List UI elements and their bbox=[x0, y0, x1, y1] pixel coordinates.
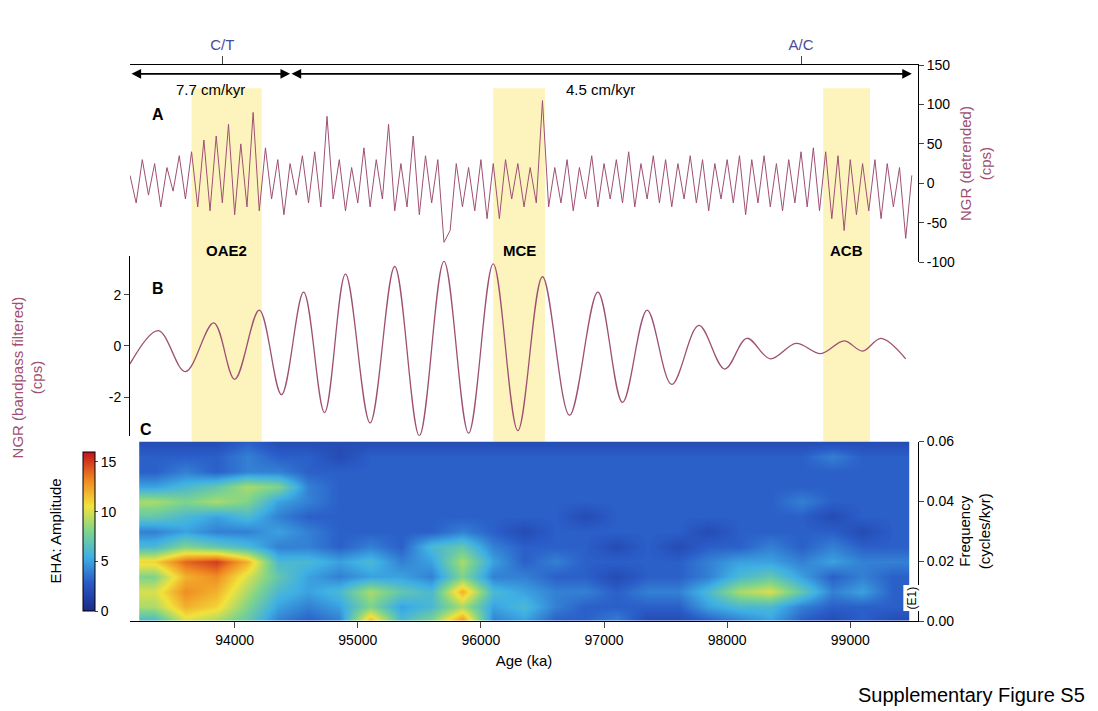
svg-text:50: 50 bbox=[927, 136, 943, 152]
svg-text:NGR (bandpass filtered)(cps): NGR (bandpass filtered)(cps) bbox=[9, 297, 46, 459]
svg-text:A/C: A/C bbox=[789, 36, 814, 53]
svg-text:0.02: 0.02 bbox=[927, 553, 954, 569]
svg-text:7.7 cm/kyr: 7.7 cm/kyr bbox=[176, 81, 245, 98]
svg-text:2: 2 bbox=[113, 287, 121, 303]
svg-text:99000: 99000 bbox=[831, 632, 870, 648]
svg-text:NGR (detrended)(cps): NGR (detrended)(cps) bbox=[957, 106, 994, 221]
svg-text:10: 10 bbox=[101, 504, 117, 520]
svg-text:15: 15 bbox=[101, 454, 117, 470]
svg-text:98000: 98000 bbox=[708, 632, 747, 648]
svg-text:C/T: C/T bbox=[210, 36, 234, 53]
svg-text:ACB: ACB bbox=[830, 242, 863, 259]
svg-text:A: A bbox=[152, 106, 164, 123]
svg-text:Age (ka): Age (ka) bbox=[496, 652, 553, 669]
svg-text:96000: 96000 bbox=[461, 632, 500, 648]
svg-text:EHA: Amplitude: EHA: Amplitude bbox=[47, 478, 64, 583]
svg-text:C: C bbox=[140, 421, 152, 438]
svg-text:-2: -2 bbox=[109, 389, 122, 405]
svg-text:95000: 95000 bbox=[338, 632, 377, 648]
svg-text:0: 0 bbox=[113, 338, 121, 354]
svg-text:4.5 cm/kyr: 4.5 cm/kyr bbox=[566, 81, 635, 98]
svg-text:0.04: 0.04 bbox=[927, 493, 954, 509]
svg-text:100: 100 bbox=[927, 96, 951, 112]
svg-text:0.06: 0.06 bbox=[927, 433, 954, 449]
svg-text:0: 0 bbox=[101, 603, 109, 619]
svg-text:-100: -100 bbox=[927, 254, 955, 270]
svg-text:Supplementary Figure S5: Supplementary Figure S5 bbox=[858, 684, 1085, 706]
svg-text:OAE2: OAE2 bbox=[206, 242, 247, 259]
svg-text:(E1): (E1) bbox=[905, 587, 919, 610]
svg-text:Frequency(cycles/kyr): Frequency(cycles/kyr) bbox=[956, 493, 993, 569]
svg-text:94000: 94000 bbox=[215, 632, 254, 648]
svg-text:0: 0 bbox=[927, 175, 935, 191]
svg-text:150: 150 bbox=[927, 57, 951, 73]
svg-text:B: B bbox=[152, 280, 164, 297]
svg-text:-50: -50 bbox=[927, 215, 947, 231]
svg-text:MCE: MCE bbox=[503, 242, 536, 259]
svg-text:5: 5 bbox=[101, 553, 109, 569]
svg-text:97000: 97000 bbox=[585, 632, 624, 648]
svg-text:0.00: 0.00 bbox=[927, 613, 954, 629]
